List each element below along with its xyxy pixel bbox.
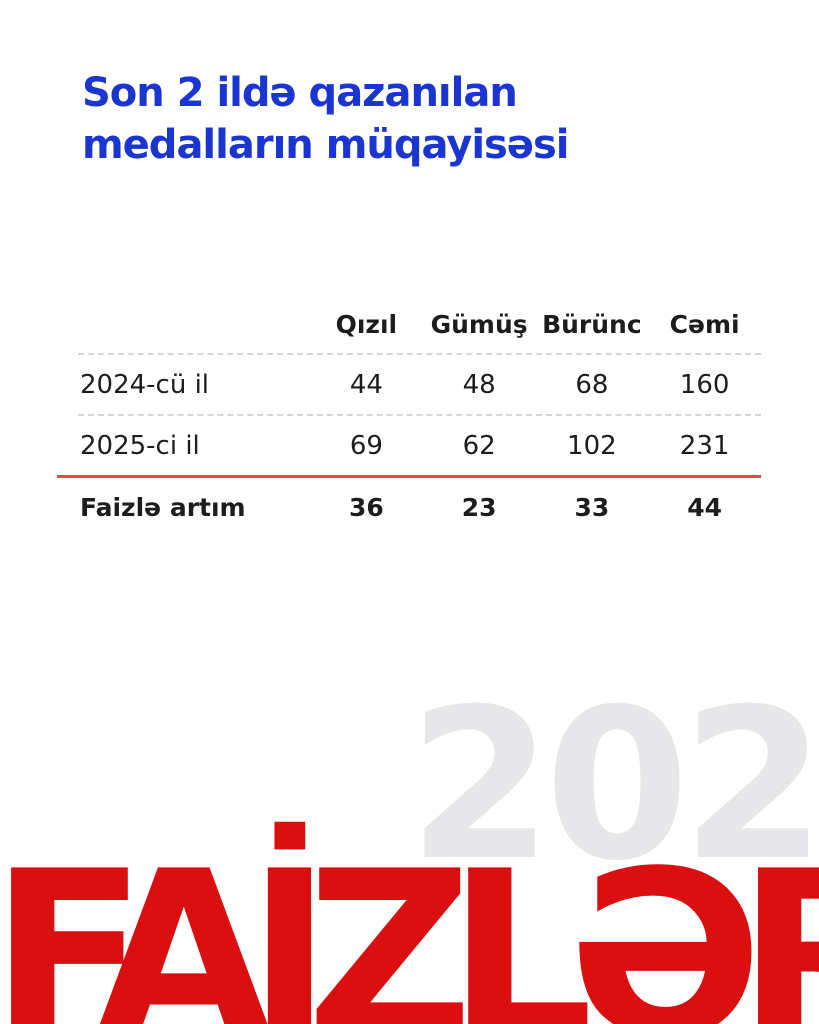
page-title-line2: medalların müqayisəsi	[82, 121, 569, 168]
table-row-2025: 2025-ci il 69 62 102 231	[57, 416, 761, 475]
column-header-bronze: Bürünc	[542, 309, 642, 339]
cell-growth-silver: 23	[461, 493, 497, 522]
table-row-2024: 2024-cü il 44 48 68 160	[57, 355, 761, 414]
page-title-line1: Son 2 ildə qazanılan	[82, 70, 518, 116]
cell-2024-bronze: 68	[575, 369, 609, 400]
cell-2024-gold: 44	[349, 369, 383, 400]
medal-comparison-table: Qızıl Gümüş Bürünc Cəmi 2024-cü il 44 48…	[57, 295, 761, 537]
red-divider	[57, 475, 761, 478]
cell-2025-silver: 62	[462, 430, 496, 461]
column-header-gold: Qızıl	[335, 309, 398, 339]
cell-growth-gold: 36	[348, 493, 384, 522]
column-header-total: Cəmi	[669, 309, 740, 339]
cell-2025-total: 231	[679, 430, 730, 461]
cell-2025-gold: 69	[349, 430, 383, 461]
cell-2024-total: 160	[679, 369, 730, 400]
page-title: Son 2 ildə qazanılan medalların müqayisə…	[82, 68, 569, 171]
cell-growth-total: 44	[687, 493, 723, 522]
row-label-2024: 2024-cü il	[80, 369, 210, 400]
dashed-divider	[78, 353, 761, 355]
row-label-percent-growth: Faizlə artım	[80, 493, 246, 522]
table-header-row: Qızıl Gümüş Bürünc Cəmi	[57, 295, 761, 353]
column-header-silver: Gümüş	[430, 309, 528, 339]
dashed-divider	[78, 414, 761, 416]
brand-wordmark-faizler: FAİZLƏR	[0, 823, 819, 1024]
row-label-2025: 2025-ci il	[80, 430, 200, 461]
cell-growth-bronze: 33	[574, 493, 610, 522]
watermark-year-2025: 2025	[408, 665, 819, 907]
cell-2024-silver: 48	[462, 369, 496, 400]
table-row-percent-growth: Faizlə artım 36 23 33 44	[57, 478, 761, 537]
cell-2025-bronze: 102	[567, 430, 617, 461]
